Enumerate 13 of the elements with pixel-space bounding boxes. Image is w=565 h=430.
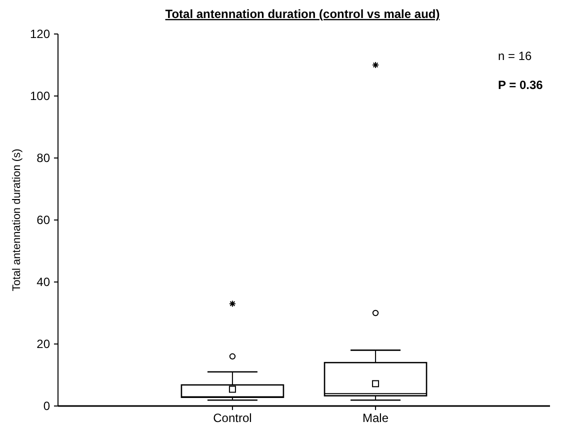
- y-tick-label: 80: [36, 151, 50, 166]
- x-tick-label: Control: [213, 411, 252, 425]
- annotation: P = 0.36: [498, 78, 544, 92]
- y-tick-label: 20: [36, 337, 50, 352]
- y-tick-label: 60: [36, 213, 50, 228]
- annotation: n = 16: [498, 49, 532, 63]
- chart-title: Total antennation duration (control vs male aud): [165, 7, 440, 21]
- y-tick-label: 120: [30, 27, 50, 42]
- y-axis-title: Total antennation duration (s): [11, 148, 23, 292]
- y-tick-label: 40: [36, 275, 50, 290]
- x-tick-label: Male: [362, 411, 389, 425]
- y-tick-label: 0: [43, 399, 50, 414]
- y-tick-label: 100: [30, 89, 50, 104]
